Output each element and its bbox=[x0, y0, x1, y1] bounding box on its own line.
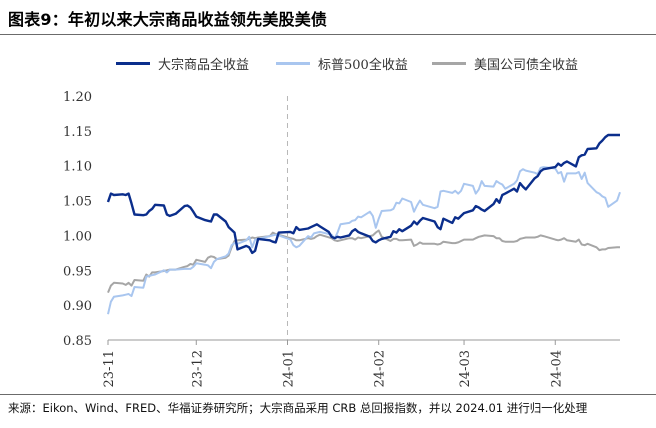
source-note: 来源：Eikon、Wind、FRED、华福证券研究所；大宗商品采用 CRB 总回… bbox=[8, 401, 588, 415]
source-divider bbox=[0, 394, 656, 395]
series-line-commodities bbox=[106, 133, 620, 255]
x-tick-label: 23-11 bbox=[102, 350, 117, 387]
y-tick-label: 1.20 bbox=[63, 90, 92, 105]
x-axis: 23-11 23-12 24-01 24-02 24-03 24-04 bbox=[102, 339, 620, 387]
x-tick-label: 24-01 bbox=[281, 350, 296, 387]
legend-label-commodities: 大宗商品全收益 bbox=[158, 57, 250, 73]
legend-swatch-commodities bbox=[116, 61, 150, 65]
y-tick-label: 0.90 bbox=[63, 299, 92, 314]
y-tick-label: 1.10 bbox=[63, 160, 92, 175]
chart-legend: 大宗商品全收益 标普500全收益 美国公司债全收益 bbox=[0, 52, 656, 74]
legend-swatch-sp500 bbox=[276, 61, 310, 65]
legend-item-sp500: 标普500全收益 bbox=[276, 52, 408, 74]
title-divider bbox=[0, 34, 656, 35]
legend-label-sp500: 标普500全收益 bbox=[318, 57, 408, 73]
x-tick-label: 24-02 bbox=[373, 350, 388, 387]
y-tick-label: 1.00 bbox=[63, 229, 92, 244]
legend-swatch-corporate-bonds bbox=[432, 61, 466, 65]
series-layer bbox=[106, 96, 621, 340]
series-line-sp500 bbox=[107, 166, 621, 315]
series-line-corporate-bonds bbox=[107, 229, 620, 293]
legend-label-corporate-bonds: 美国公司债全收益 bbox=[474, 57, 579, 73]
x-tick-label: 24-03 bbox=[458, 350, 473, 387]
chart-title: 图表9：年初以来大宗商品收益领先美股美债 bbox=[8, 10, 328, 29]
legend-item-commodities: 大宗商品全收益 bbox=[116, 52, 249, 74]
y-tick-label: 1.15 bbox=[63, 125, 92, 140]
y-tick-label: 0.95 bbox=[63, 264, 92, 279]
y-axis: 0.85 0.90 0.95 1.00 1.05 1.10 1.15 1.20 bbox=[63, 90, 92, 349]
x-tick-label: 24-04 bbox=[549, 350, 564, 387]
y-tick-label: 0.85 bbox=[63, 334, 92, 349]
legend-item-corporate-bonds: 美国公司债全收益 bbox=[432, 52, 578, 74]
x-tick-label: 23-12 bbox=[190, 350, 205, 387]
y-tick-label: 1.05 bbox=[63, 195, 92, 210]
